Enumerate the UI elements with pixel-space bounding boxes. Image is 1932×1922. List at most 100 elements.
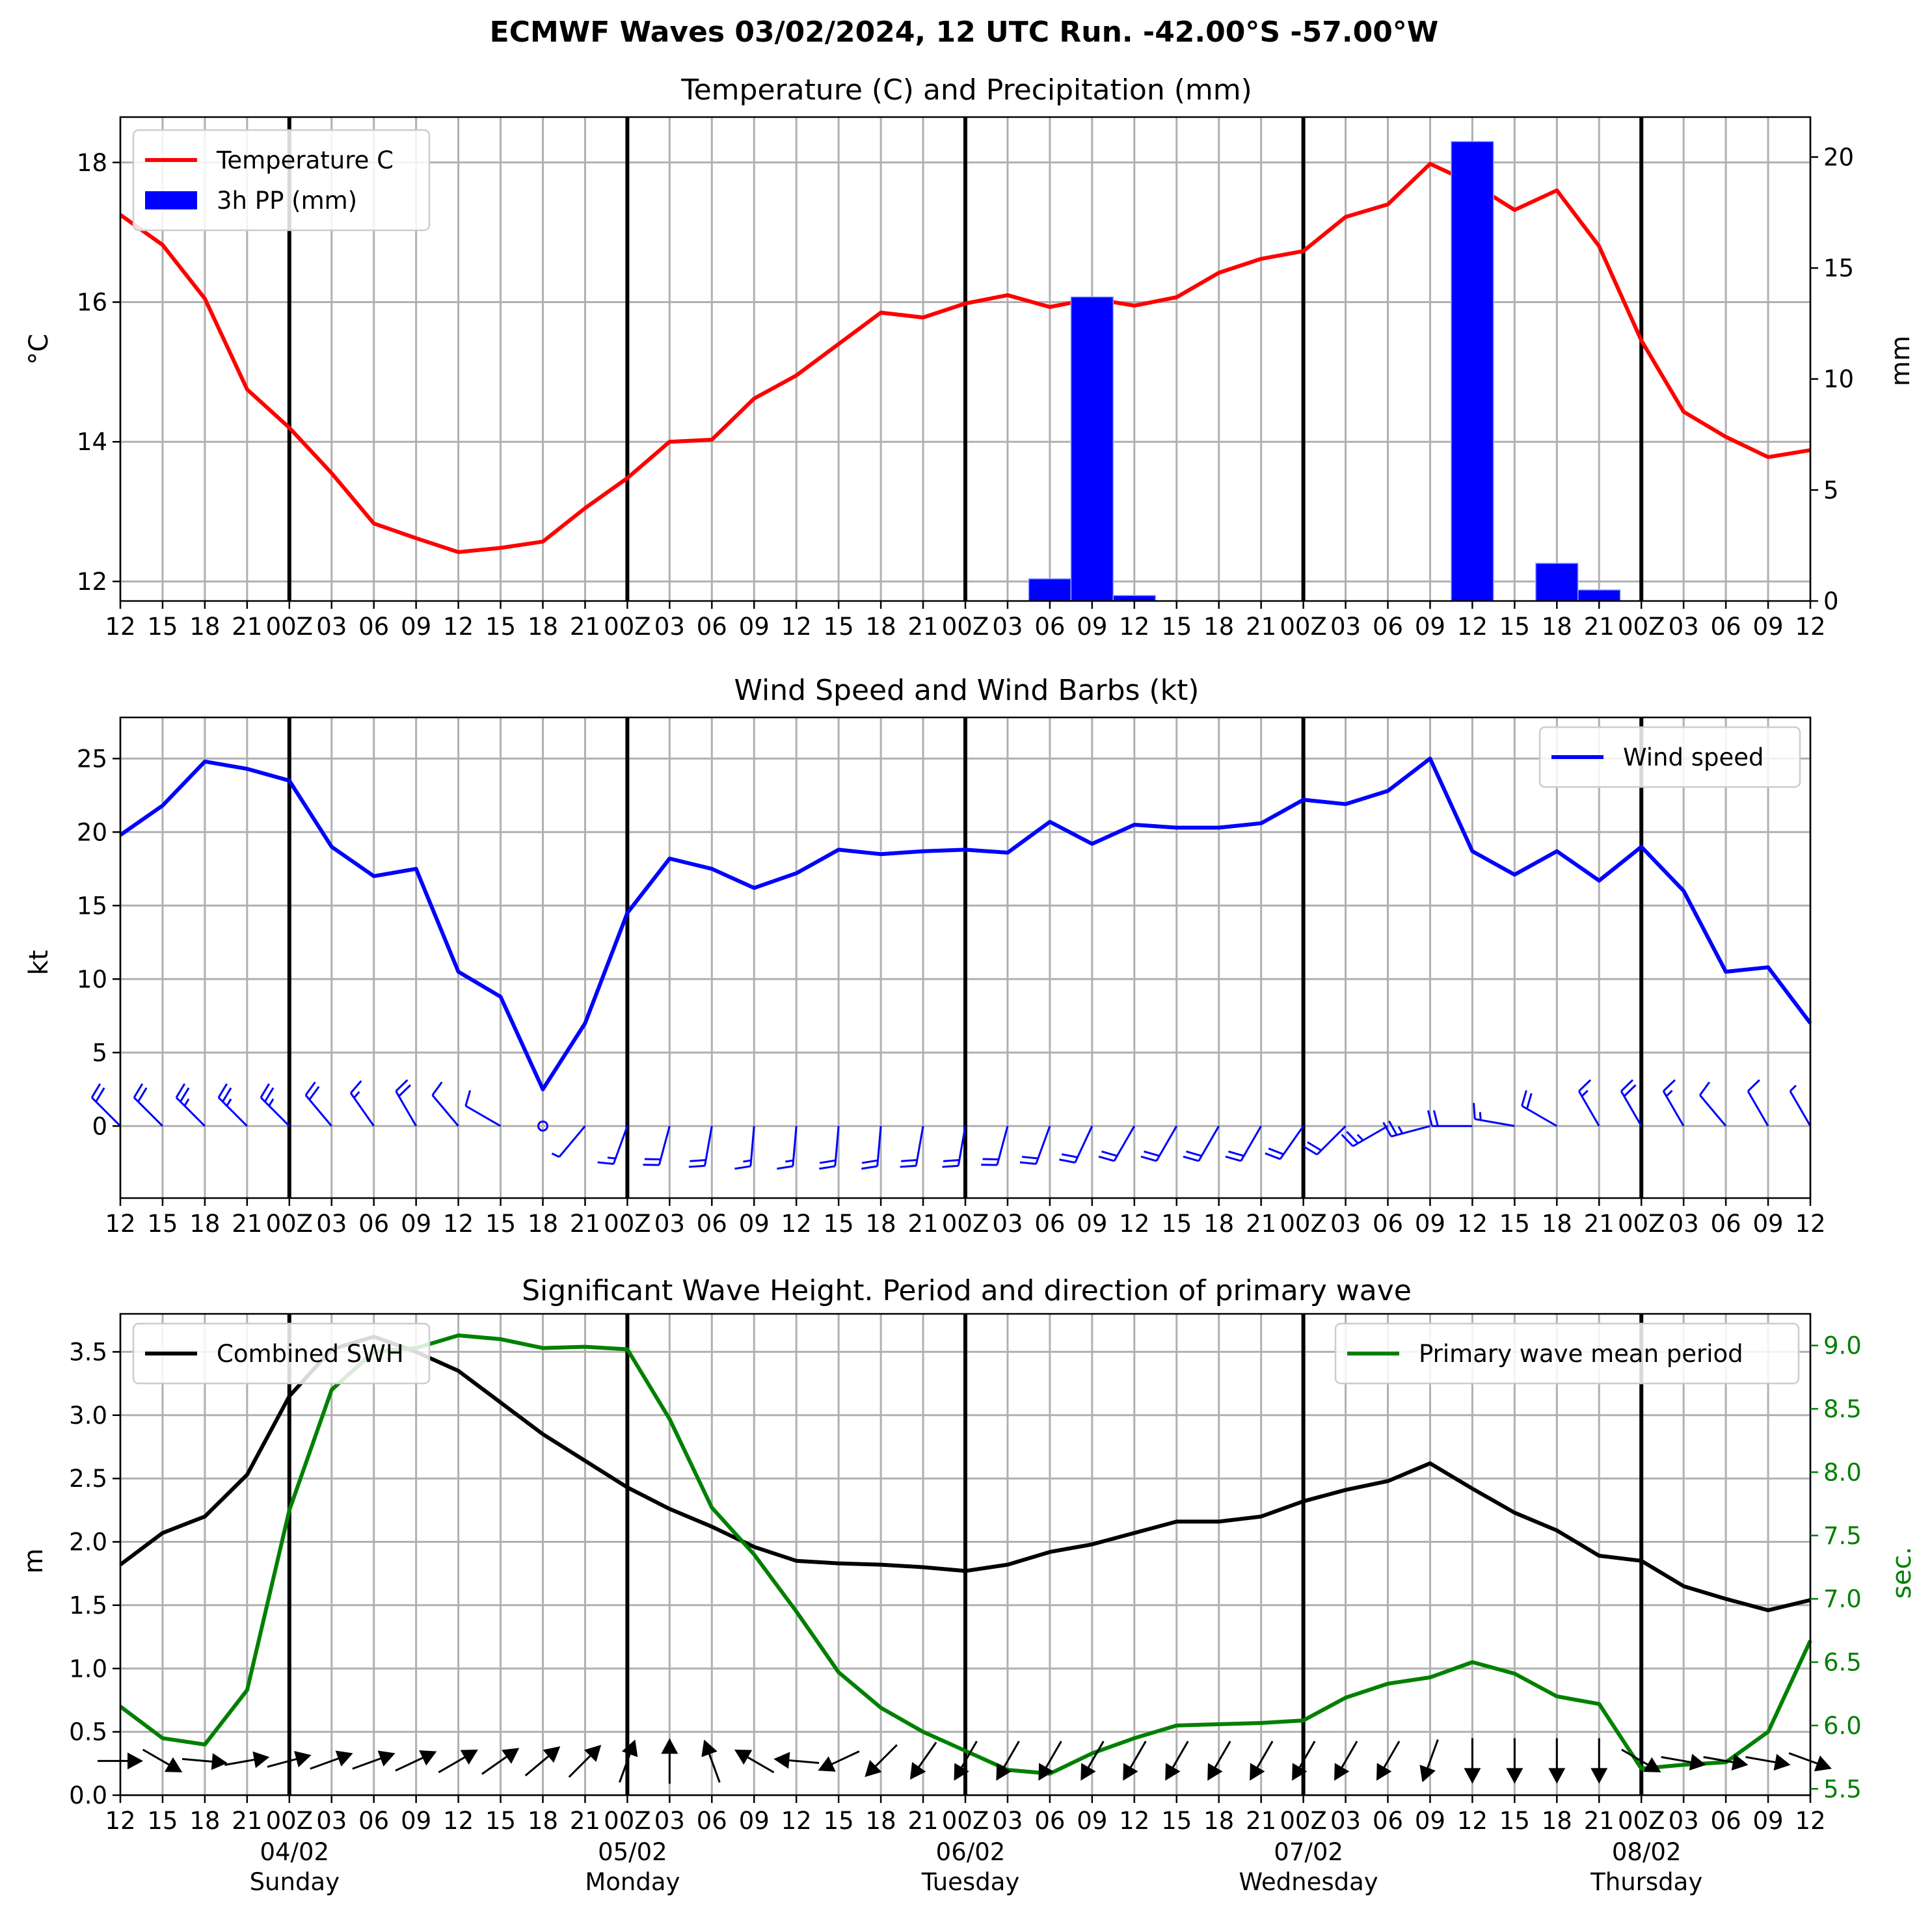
wind-title: Wind Speed and Wind Barbs (kt): [734, 674, 1200, 707]
wind-barb-staff: [1789, 1090, 1812, 1127]
x-tick-label: 06: [1034, 1210, 1065, 1238]
arrow-head: [1207, 1763, 1223, 1781]
y-axis-label-left: °C: [24, 334, 54, 365]
legend-label: Primary wave mean period: [1419, 1340, 1743, 1368]
x-tick-label: 21: [570, 1210, 600, 1238]
wind-barb-flag: [688, 1164, 705, 1168]
x-tick-label: 06: [697, 1807, 727, 1835]
wave-direction-arrow: [1250, 1741, 1274, 1781]
y-tick-label-right: 5: [1823, 476, 1839, 504]
x-tick-label: 09: [739, 1210, 770, 1238]
wind-barb: [1473, 1102, 1515, 1127]
x-date-label: 06/02: [936, 1838, 1006, 1866]
wave-direction-arrow: [619, 1739, 638, 1783]
x-tick-label: 00Z: [942, 613, 989, 641]
x-tick-label: 18: [1203, 1210, 1234, 1238]
wind-barb-half-flag: [743, 1159, 751, 1163]
wind-barb-flag: [597, 1161, 614, 1166]
wave-panel: Significant Wave Height. Period and dire…: [19, 1274, 1917, 1896]
wind-barb: [395, 1079, 417, 1127]
x-tick-label: 06: [1373, 613, 1403, 641]
wind-barb: [1140, 1125, 1178, 1162]
wind-barb-flag: [777, 1165, 794, 1170]
wind-barb: [1225, 1125, 1262, 1162]
x-tick-label: 15: [1499, 1807, 1530, 1835]
y-tick-label: 20: [77, 818, 107, 846]
wind-barb: [133, 1083, 164, 1127]
x-tick-label: 03: [992, 1807, 1023, 1835]
wind-barb-flag: [222, 1087, 232, 1102]
y-tick-label-right: 9.0: [1823, 1332, 1862, 1360]
x-tick-label: 18: [528, 1807, 558, 1835]
arrow-head: [294, 1751, 312, 1768]
wind-barb-staff: [1475, 1118, 1515, 1127]
arrow-head: [584, 1744, 602, 1762]
wind-barb-flag: [308, 1086, 320, 1101]
x-tick-label: 00Z: [604, 613, 651, 641]
x-tick-label: 21: [1584, 1807, 1615, 1835]
wind-barb-flag: [819, 1159, 836, 1164]
y-tick-label-right: 8.0: [1823, 1458, 1862, 1486]
wind-barb: [1382, 1120, 1430, 1138]
wind-barb-flag: [1525, 1093, 1533, 1110]
wind-barb-half-flag: [353, 1091, 360, 1099]
wind-barb-staff: [1662, 1090, 1685, 1127]
wind-barb-half-flag: [1581, 1089, 1589, 1097]
wind-barb-half-flag: [1397, 1126, 1404, 1134]
x-tick-label: 15: [485, 613, 516, 641]
wind-barb: [464, 1090, 502, 1127]
x-tick-label: 09: [1753, 613, 1784, 641]
wind-barb-flag: [1346, 1130, 1359, 1144]
wave-direction-arrow: [267, 1751, 312, 1768]
x-tick-label: 09: [1077, 613, 1107, 641]
wind-barb-staff: [1198, 1125, 1220, 1162]
x-tick-label: 09: [1415, 1210, 1445, 1238]
wind-barb: [1521, 1090, 1558, 1127]
y-tick-label-right: 10: [1823, 366, 1854, 394]
wave-direction-arrow: [1123, 1741, 1147, 1781]
x-tick-label: 06: [358, 1807, 389, 1835]
arrow-head: [661, 1738, 678, 1754]
arrow-head: [1731, 1754, 1749, 1771]
wind-barb-flag: [431, 1081, 443, 1096]
wind-barb-flag: [901, 1158, 917, 1162]
x-tick-label: 12: [443, 613, 474, 641]
wave-direction-arrow: [524, 1746, 561, 1777]
x-tick-label: 00Z: [1280, 1210, 1326, 1238]
x-tick-label: 12: [105, 613, 135, 641]
wind-barb-half-flag: [1356, 1134, 1364, 1141]
wind-barb-flag: [1307, 1141, 1322, 1152]
wind-barb-flag: [180, 1087, 190, 1102]
wind-barb: [1302, 1125, 1347, 1156]
y-tick-label: 18: [77, 149, 107, 177]
wind-barb: [175, 1083, 206, 1127]
arrow-head: [419, 1750, 437, 1766]
y-tick-label-right: 20: [1823, 143, 1854, 171]
wind-barb-staff: [395, 1090, 417, 1127]
y-tick-label: 2.0: [69, 1528, 107, 1556]
legend-label: Wind speed: [1623, 743, 1764, 771]
wave-direction-arrow: [1038, 1741, 1062, 1781]
x-tick-label: 18: [866, 613, 896, 641]
wind-barb-flag: [95, 1087, 105, 1102]
wave-direction-arrow: [1548, 1738, 1566, 1784]
x-tick-label: 12: [1795, 1210, 1825, 1238]
precipitation-bar: [1028, 578, 1072, 602]
x-tick-label: 03: [316, 1807, 347, 1835]
x-tick-label: 21: [908, 1807, 939, 1835]
wind-barb-flag: [1473, 1102, 1476, 1119]
wave-direction-arrow: [224, 1751, 270, 1769]
wind-barb: [1183, 1125, 1220, 1162]
y-tick-label: 25: [77, 745, 107, 773]
y-tick-label: 14: [77, 428, 107, 456]
wave-direction-arrow: [481, 1748, 520, 1775]
x-tick-label: 12: [781, 1210, 812, 1238]
y-tick-label: 3.5: [69, 1338, 107, 1366]
wind-barb-flag: [1302, 1145, 1318, 1156]
wind-barb: [1019, 1125, 1051, 1166]
y-tick-label: 3.0: [69, 1402, 107, 1430]
x-tick-label: 15: [824, 1210, 854, 1238]
arrow-head: [252, 1751, 270, 1769]
wind-barb-staff: [1521, 1104, 1558, 1127]
wind-barb-staff: [1035, 1125, 1051, 1165]
